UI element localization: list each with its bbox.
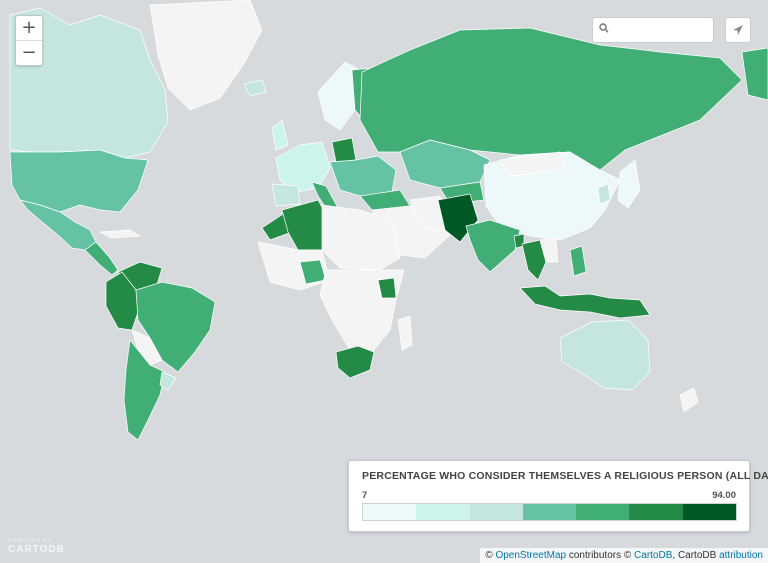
legend-bin-3 [469, 504, 523, 520]
uk [271, 119, 289, 151]
locate-button[interactable] [725, 17, 751, 43]
kamchatka-region [741, 47, 768, 101]
search-box [592, 17, 714, 43]
cartodb-link[interactable]: CartoDB [634, 550, 673, 561]
western-europe [275, 141, 331, 193]
philippines [569, 245, 587, 277]
cuba [99, 229, 141, 239]
thailand [521, 239, 547, 281]
cartodb-logo: CARTODB [8, 544, 65, 555]
attribution: © OpenStreetMap contributors © CartoDB, … [480, 548, 768, 563]
argentina [123, 339, 166, 441]
legend-bin-5 [576, 504, 630, 520]
bolivia [131, 329, 163, 366]
legend-bin-7 [682, 504, 736, 520]
peru-colombia [105, 271, 139, 331]
legend-bin-6 [629, 504, 683, 520]
iceland [243, 79, 267, 97]
kenya [377, 277, 397, 299]
japan [617, 159, 641, 209]
brazil [135, 281, 216, 373]
mongolia [499, 151, 566, 177]
legend-title: PERCENTAGE WHO CONSIDER THEMSELVES A REL… [362, 470, 768, 482]
india [465, 219, 521, 273]
north-africa [321, 204, 401, 271]
search-icon [599, 23, 609, 33]
eastern-europe [329, 155, 397, 197]
legend-color-scale [362, 503, 737, 521]
legend-max: 94.00 [712, 490, 736, 501]
navigation-arrow-icon [733, 25, 743, 35]
legend-bin-4 [522, 504, 577, 520]
poland [331, 137, 357, 163]
attribution-link[interactable]: attribution [719, 550, 763, 561]
zoom-out-button[interactable]: − [16, 40, 42, 65]
new-zealand [679, 387, 699, 413]
indonesia [519, 285, 651, 319]
greenland [149, 0, 263, 111]
vietnam-laos [539, 237, 559, 263]
korea [597, 183, 611, 205]
spain [271, 183, 301, 207]
search-input[interactable] [613, 21, 713, 41]
legend-bin-2 [416, 504, 470, 520]
zoom-in-button[interactable]: + [21, 17, 37, 38]
powered-by-label: POWERED BY [8, 538, 52, 544]
zoom-control: + − [15, 15, 43, 66]
central-america [84, 241, 119, 276]
uruguay [159, 371, 177, 391]
australia [559, 319, 651, 391]
madagascar [397, 315, 413, 351]
legend-min: 7 [362, 490, 368, 501]
legend: PERCENTAGE WHO CONSIDER THEMSELVES A REL… [348, 460, 768, 532]
legend-bin-1 [363, 504, 417, 520]
south-africa [335, 345, 375, 379]
osm-link[interactable]: OpenStreetMap [495, 550, 567, 561]
